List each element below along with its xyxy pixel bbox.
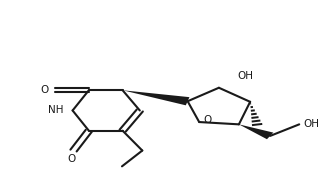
Text: O: O — [68, 154, 76, 164]
Text: OH: OH — [237, 71, 253, 81]
Polygon shape — [239, 124, 273, 139]
Text: NH: NH — [48, 106, 63, 115]
Text: O: O — [203, 115, 212, 126]
Text: O: O — [40, 85, 49, 95]
Text: OH: OH — [303, 119, 319, 129]
Polygon shape — [123, 90, 189, 105]
